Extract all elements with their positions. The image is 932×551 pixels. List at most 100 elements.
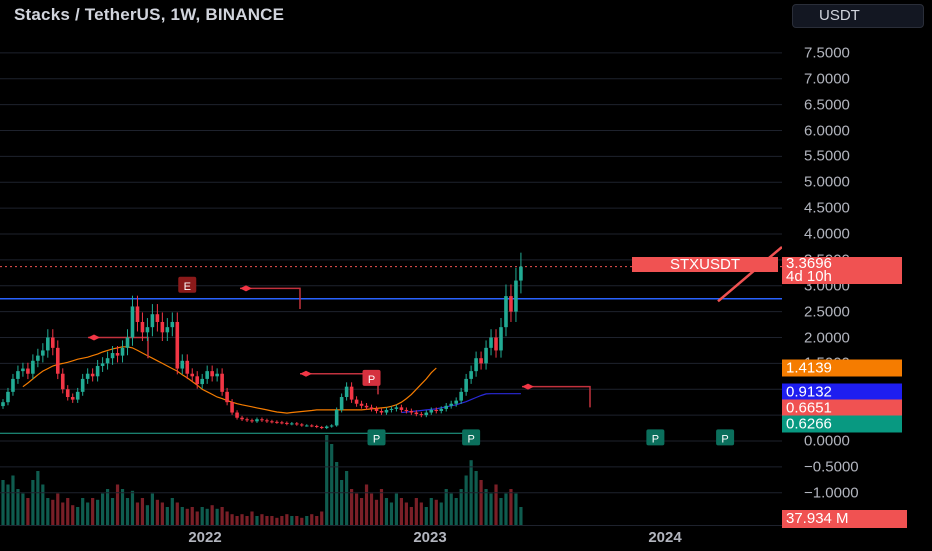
candle	[434, 409, 439, 411]
diamond-marker	[300, 370, 312, 377]
candle	[260, 419, 264, 421]
volume-bar	[389, 502, 394, 525]
volume-bar	[160, 502, 164, 525]
volume-bar	[56, 493, 60, 525]
volume-bar	[21, 493, 25, 525]
volume-bar	[439, 502, 443, 525]
volume-bar	[379, 489, 384, 525]
volume-bar	[300, 517, 304, 525]
candle	[354, 399, 359, 404]
marker-label-box	[462, 429, 481, 446]
volume-bar	[205, 508, 209, 525]
last-price-tag: 3.3696 4d 10h	[782, 256, 902, 284]
volume-bar	[76, 507, 80, 525]
price-tick: 4.0000	[804, 225, 850, 243]
candle	[95, 365, 100, 377]
volume-bar	[464, 475, 468, 525]
price-axis[interactable]: USDT 7.5000 7.0000 6.5000 6.0000 5.5000 5.000…	[782, 0, 932, 550]
volume-bar	[1, 480, 5, 525]
volume-bar	[31, 480, 35, 525]
marker-label: P	[721, 433, 728, 445]
candle	[280, 422, 284, 424]
volume-bar	[449, 493, 453, 525]
candle	[11, 378, 15, 392]
candle	[494, 337, 498, 351]
candle	[220, 373, 224, 392]
candle	[359, 403, 364, 406]
candle	[85, 373, 90, 379]
candle	[235, 412, 239, 418]
candle	[240, 417, 244, 420]
candlestick-chart[interactable]: E P P P P P	[0, 0, 782, 525]
candle	[439, 408, 444, 411]
volume-bar	[345, 471, 349, 525]
volume-bar	[270, 516, 274, 525]
marker-label: P	[368, 374, 375, 386]
volume-bar	[230, 514, 234, 525]
volume-bar	[350, 489, 354, 525]
volume-bar	[245, 516, 249, 525]
price-tick: 7.5000	[804, 44, 850, 62]
candle	[16, 371, 20, 379]
volume-bar	[489, 493, 493, 525]
price-tick: 6.5000	[804, 96, 850, 114]
candle	[364, 405, 369, 408]
candle	[429, 409, 434, 413]
volume-bar	[165, 507, 169, 525]
volume-bar	[320, 511, 324, 525]
volume-bar	[135, 502, 140, 525]
volume-bar	[459, 489, 463, 525]
volume-bar	[315, 516, 319, 525]
step-line	[522, 385, 591, 408]
marker-label: E	[184, 281, 191, 293]
volume-bar	[115, 484, 120, 525]
candle	[180, 360, 185, 369]
candle	[324, 426, 329, 429]
candle	[6, 391, 10, 403]
volume-bar	[175, 502, 179, 525]
diamond-marker	[522, 383, 534, 390]
candle	[145, 327, 150, 333]
volume-bar	[454, 498, 458, 525]
marker-label-box	[716, 429, 735, 446]
volume-bar	[145, 505, 150, 525]
volume-bar	[499, 498, 503, 525]
candle	[509, 296, 513, 312]
candle	[65, 389, 70, 398]
candle	[60, 373, 65, 390]
candle	[225, 391, 229, 403]
candle	[459, 391, 463, 401]
volume-bar	[185, 508, 189, 525]
candle	[185, 360, 190, 374]
candle	[55, 347, 60, 374]
volume-bar	[429, 498, 433, 525]
volume-bar	[514, 493, 518, 525]
volume-bar	[81, 498, 85, 525]
volume-bar	[86, 502, 90, 525]
candle	[414, 412, 419, 415]
volume-bar	[310, 514, 314, 525]
volume-bar	[210, 505, 214, 525]
candle	[474, 358, 478, 372]
volume-bar	[200, 507, 204, 525]
marker-label-box	[362, 369, 381, 386]
candle	[130, 306, 135, 338]
candle	[369, 407, 374, 409]
candle	[120, 347, 125, 356]
volume-bar	[340, 480, 344, 525]
price-tick: 5.5000	[804, 147, 850, 165]
candle	[210, 371, 214, 377]
volume-bar	[240, 514, 244, 525]
volume-bar	[519, 507, 523, 525]
price-tick: 4.5000	[804, 199, 850, 217]
currency-button[interactable]: USDT	[792, 4, 924, 28]
candle	[399, 407, 404, 410]
volume-bar	[509, 489, 513, 525]
time-axis[interactable]: 2022 2023 2024	[0, 525, 782, 551]
chart-plot-area[interactable]: E P P P P P Stacks / TetherUS, 1W, BINANCE ST…	[0, 0, 782, 525]
marker-label: P	[373, 433, 380, 445]
candle	[444, 405, 449, 409]
candle	[449, 403, 453, 406]
candle	[409, 410, 414, 413]
marker-label: P	[652, 433, 659, 445]
